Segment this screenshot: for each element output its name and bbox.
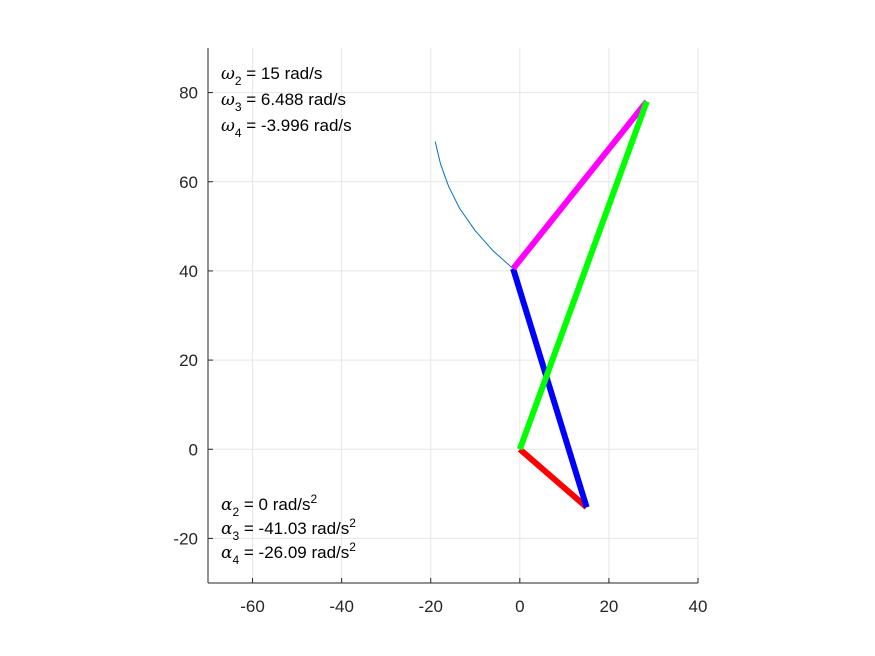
series-line-3	[510, 99, 650, 271]
series-lines	[434, 99, 650, 510]
omega-label-3: ω3 = 6.488 rad/s	[221, 90, 346, 114]
alpha-label-4: α4 = -26.09 rad/s2	[221, 540, 356, 567]
omega-label-4: ω4 = -3.996 rad/s	[221, 116, 352, 140]
x-tick-label: 20	[599, 597, 618, 616]
angular-velocity-annotations: ω2 = 15 rad/sω3 = 6.488 rad/sω4 = -3.996…	[221, 64, 352, 140]
series-line-2	[510, 267, 590, 509]
series-line-4	[517, 100, 650, 451]
series-line-1	[517, 446, 589, 510]
y-tick-label: 20	[179, 351, 198, 370]
x-tick-label: 0	[515, 597, 524, 616]
x-tick-label: 40	[689, 597, 708, 616]
x-tick-label: -40	[329, 597, 354, 616]
x-tick-labels: -60 -40 -20 0 20 40	[240, 597, 707, 616]
x-tick-label: -60	[240, 597, 265, 616]
alpha-label-3: α3 = -41.03 rad/s2	[221, 516, 356, 543]
y-tick-label: 80	[179, 84, 198, 103]
series-line-5	[434, 141, 514, 270]
x-tick-label: -20	[418, 597, 443, 616]
grid-lines	[208, 48, 699, 583]
y-tick-label: 40	[179, 262, 198, 281]
y-tick-labels: -20 0 20 40 60 80	[173, 84, 198, 549]
omega-label-2: ω2 = 15 rad/s	[221, 64, 322, 88]
y-tick-label: -20	[173, 529, 198, 548]
axes	[207, 48, 699, 584]
alpha-label-2: α2 = 0 rad/s2	[221, 492, 318, 519]
y-tick-label: 60	[179, 173, 198, 192]
y-tick-label: 0	[189, 440, 198, 459]
